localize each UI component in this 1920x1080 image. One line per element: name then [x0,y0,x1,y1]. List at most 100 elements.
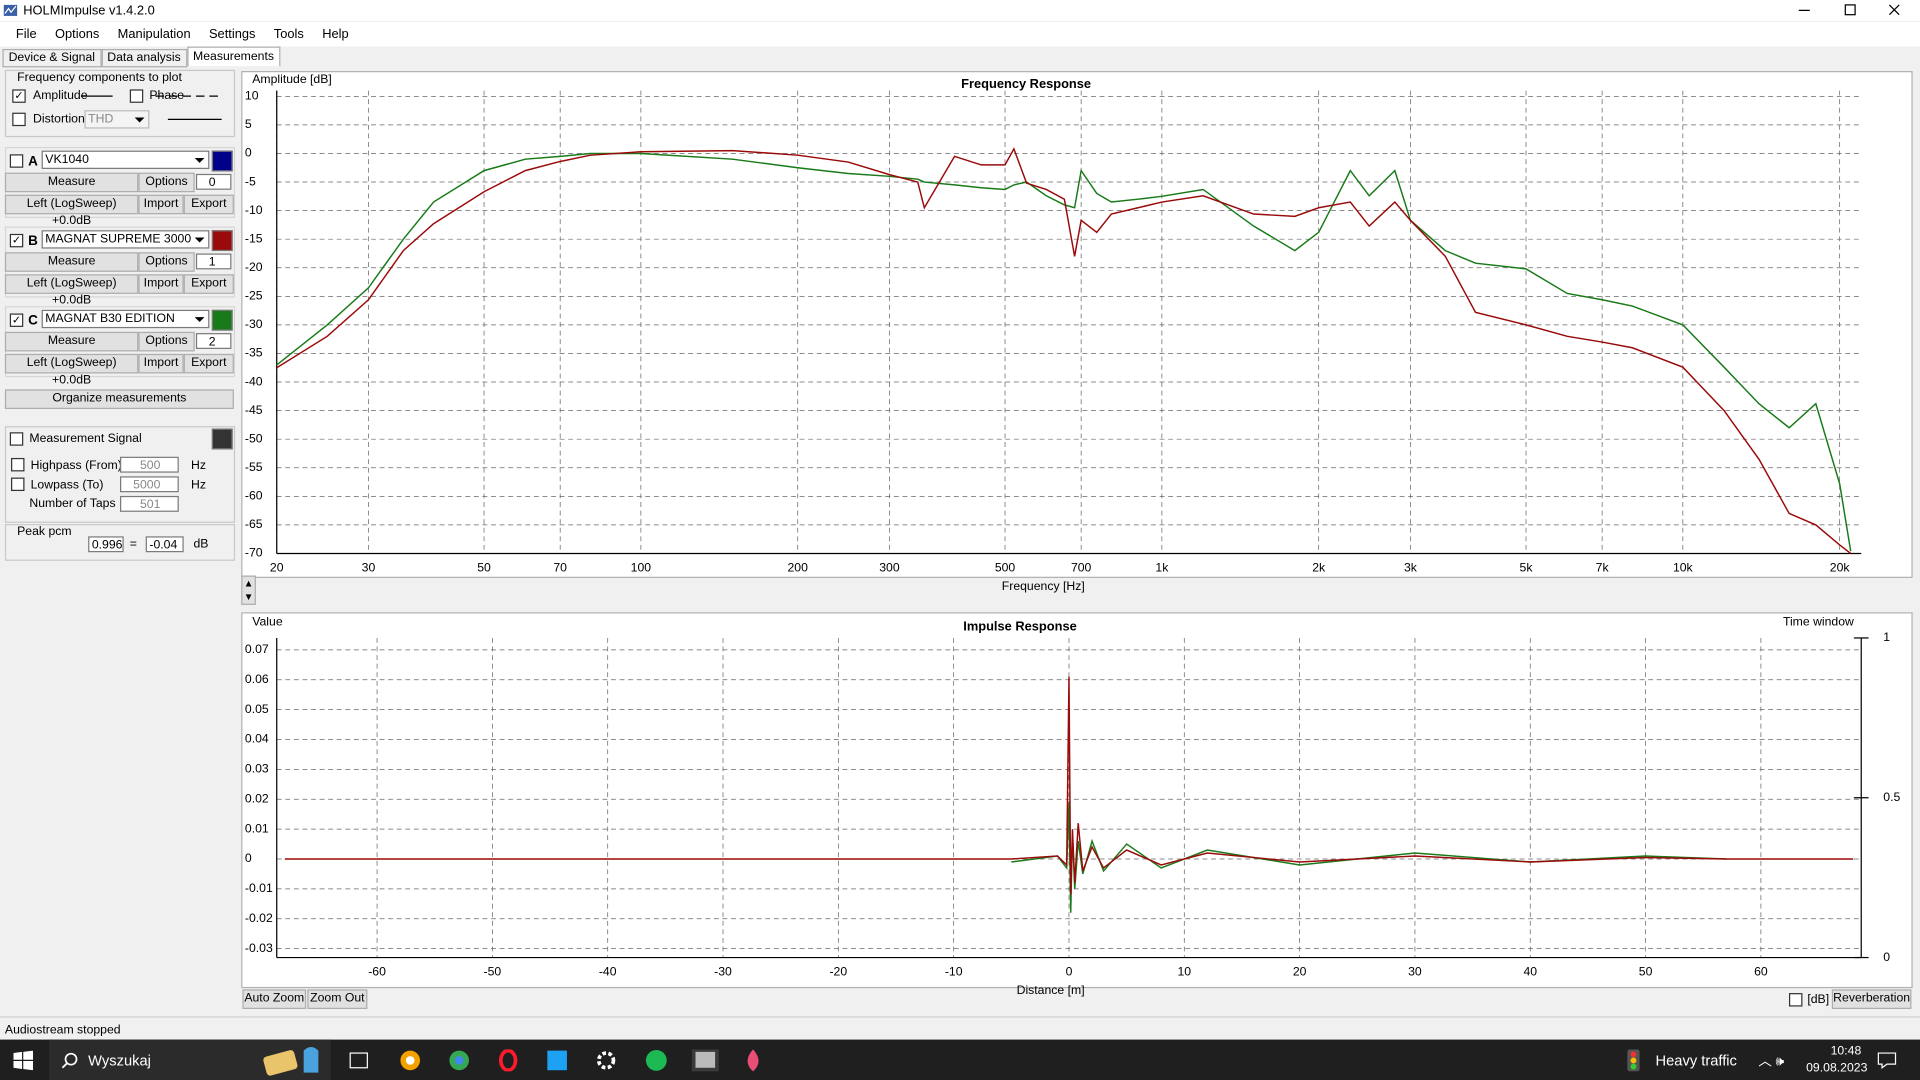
options-button[interactable]: Options [138,172,195,193]
taps-field[interactable]: 501 [120,495,179,512]
checkbox[interactable] [9,154,24,168]
y-tick-label: 0.06 [245,672,269,686]
x-tick-label: 50 [477,560,491,574]
checkbox[interactable] [129,89,144,103]
menu-item[interactable]: Settings [208,26,256,42]
measure-button[interactable]: Measure [4,172,139,193]
checkbox[interactable] [1788,993,1803,1007]
y-tick-label: 10 [245,89,259,103]
highpass-field[interactable]: 500 [120,456,179,473]
x-tick-label: 500 [995,560,1016,574]
x-tick-label: -20 [829,964,847,978]
y-tick-label: -0.03 [245,941,273,955]
y-tick-label: -20 [245,260,263,274]
tab[interactable]: Measurements [186,46,281,67]
components-group [4,69,236,138]
y-tick-label: 0 [245,851,252,865]
distortion-combo[interactable]: THD [84,110,150,129]
auto-zoom-button[interactable]: Auto Zoom [242,989,307,1009]
label: Distortion [33,112,85,127]
checkbox[interactable] [9,432,24,446]
y2-tick-label: 1 [1883,630,1890,644]
unit: Hz [191,459,207,473]
color-swatch[interactable] [211,428,233,450]
menu-item[interactable]: Tools [273,26,304,42]
zoom-out-button[interactable]: Zoom Out [307,989,368,1009]
checkbox[interactable] [11,477,25,492]
peak-db-field: -0.04 [145,536,184,553]
y-tick-label: -25 [245,289,263,303]
splitter-buttons[interactable]: ▲ ▼ [241,575,256,605]
tray-icons[interactable]: ︿ 🕪 [1758,1054,1785,1069]
x-tick-label: 3k [1404,560,1418,574]
unit: dB [193,537,209,552]
number-field[interactable]: 0 [195,173,232,190]
export-button[interactable]: Export [183,194,234,215]
checkbox[interactable]: ✓ [9,233,24,248]
y-tick-label: -70 [245,546,263,560]
x-tick-label: 20 [270,560,284,574]
y-tick-label: 0.04 [245,732,269,746]
menu-item[interactable]: Options [55,26,100,42]
x-axis-label: Distance [m] [1017,983,1085,997]
color-swatch[interactable] [211,309,233,331]
checkbox[interactable]: ✓ [9,313,24,327]
x-tick-label: 30 [1408,964,1422,978]
y-axis-label: Amplitude [dB] [252,72,332,86]
start-button[interactable] [13,1050,34,1071]
checkbox[interactable]: ✓ [12,89,26,103]
x-tick-label: 0 [1066,964,1073,978]
channel-button[interactable]: Left (LogSweep) +0.0dB [4,194,139,228]
y-tick-label: 0 [245,146,252,160]
window-controls[interactable] [1788,0,1920,21]
reverberation-button[interactable]: Reverberation [1831,989,1912,1009]
group-title: Frequency components to plot [14,71,185,85]
y-tick-label: 0.03 [245,762,269,776]
channel-button[interactable]: Left (LogSweep) +0.0dB [4,274,139,307]
y2-tick-label: 0.5 [1883,790,1900,804]
weather-icon [1627,1049,1640,1072]
measurement-combo[interactable]: MAGNAT B30 EDITION [41,309,210,329]
organize-button[interactable]: Organize measurements [4,389,234,409]
measurement-combo[interactable]: VK1040 [41,150,210,169]
import-button[interactable]: Import [138,274,184,294]
notification-icon[interactable] [1877,1052,1897,1069]
options-button[interactable]: Options [138,331,195,352]
x-tick-label: 200 [787,560,808,574]
tab[interactable]: Data analysis [101,48,187,68]
color-swatch[interactable] [211,150,233,172]
measurement-combo[interactable]: MAGNAT SUPREME 3000 [41,230,210,249]
label: Number of Taps [29,497,116,511]
label: Phase [149,89,185,103]
x-tick-label: 50 [1639,964,1653,978]
x-tick-label: 10k [1673,560,1694,574]
tab[interactable]: Device & Signal [2,48,102,68]
search-box[interactable]: Wyszukaj [48,1039,331,1080]
color-swatch[interactable] [211,230,233,252]
menu-bar: File Options Manipulation Settings Tools Help [0,22,1920,47]
x-tick-label: -50 [484,964,502,978]
weather-text: Heavy traffic [1655,1051,1737,1069]
number-field[interactable]: 2 [195,333,232,349]
checkbox[interactable] [11,457,25,472]
options-button[interactable]: Options [138,252,195,272]
taskbar-apps[interactable] [349,1049,778,1072]
menu-item[interactable]: Manipulation [117,26,191,42]
menu-item[interactable]: File [15,26,37,42]
import-button[interactable]: Import [138,353,184,374]
menu-item[interactable]: Help [322,26,349,42]
import-button[interactable]: Import [138,194,184,215]
channel-button[interactable]: Left (LogSweep) +0.0dB [4,353,139,387]
checkbox[interactable] [12,112,26,127]
label: Highpass (From) [30,459,122,473]
y-tick-label: -45 [245,403,263,417]
y-tick-label: -40 [245,374,263,388]
measure-button[interactable]: Measure [4,331,139,352]
lowpass-field[interactable]: 5000 [120,476,179,493]
measure-button[interactable]: Measure [4,252,139,272]
y-tick-label: -50 [245,431,263,445]
export-button[interactable]: Export [183,274,234,294]
export-button[interactable]: Export [183,353,234,374]
number-field[interactable]: 1 [195,253,232,270]
